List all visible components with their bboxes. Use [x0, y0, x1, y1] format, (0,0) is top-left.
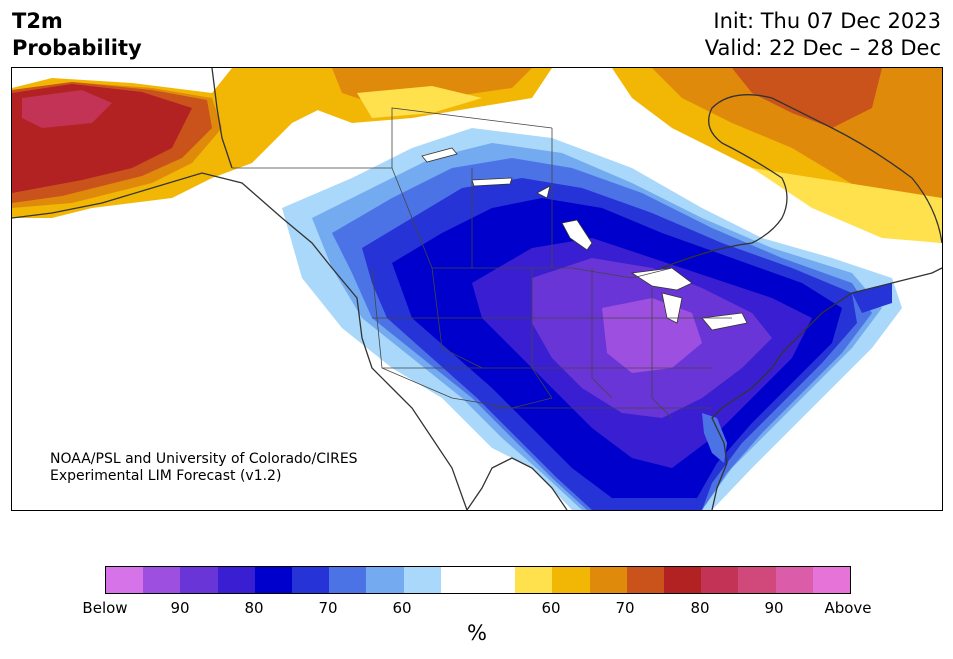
colorbar-unit: % [467, 621, 487, 645]
colorbar [105, 566, 851, 594]
credit-text: NOAA/PSL and University of Colorado/CIRE… [50, 451, 358, 485]
colorbar-swatch [217, 567, 255, 593]
colorbar-swatch [106, 567, 144, 593]
colorbar-swatch [143, 567, 181, 593]
colorbar-swatch [254, 567, 293, 593]
above-normal-region [12, 68, 942, 243]
colorbar-swatch [440, 567, 479, 593]
lakes [421, 147, 748, 331]
probability-map: NOAA/PSL and University of Colorado/CIRE… [11, 67, 943, 511]
colorbar-swatch [664, 567, 702, 593]
map-svg [12, 68, 942, 510]
colorbar-swatch [738, 567, 776, 593]
colorbar-tick-label: 90 [764, 599, 784, 617]
title-line-1: T2m [12, 9, 63, 33]
colorbar-swatch [403, 567, 441, 593]
colorbar-swatch [515, 567, 553, 593]
colorbar-tick-label: 80 [244, 599, 264, 617]
colorbar-tick-label: 80 [690, 599, 710, 617]
colorbar-swatch [589, 567, 627, 593]
colorbar-swatch [180, 567, 218, 593]
colorbar-tick-label: Below [82, 599, 128, 617]
borders [232, 107, 732, 419]
colorbar-swatch [626, 567, 665, 593]
colorbar-swatch [701, 567, 739, 593]
colorbar-tick-label: Above [824, 599, 872, 617]
colorbar-tick-label: 70 [615, 599, 635, 617]
colorbar-swatch [775, 567, 813, 593]
valid-range: Valid: 22 Dec – 28 Dec [704, 36, 941, 60]
colorbar-tick-label: 60 [541, 599, 561, 617]
colorbar-swatch [552, 567, 590, 593]
title-line-2: Probability [12, 36, 142, 60]
init-date: Init: Thu 07 Dec 2023 [713, 9, 941, 33]
credit-line-1: NOAA/PSL and University of Colorado/CIRE… [50, 451, 358, 467]
colorbar-tick-label: 90 [170, 599, 190, 617]
colorbar-tick-label: 60 [392, 599, 412, 617]
colorbar-swatch [292, 567, 330, 593]
date-block: Init: Thu 07 Dec 2023 Valid: 22 Dec – 28… [705, 8, 941, 62]
colorbar-swatch [478, 567, 516, 593]
colorbar-swatch [366, 567, 404, 593]
colorbar-swatch [329, 567, 367, 593]
title-block: T2m Probability [12, 8, 142, 62]
credit-line-2: Experimental LIM Forecast (v1.2) [50, 468, 282, 484]
coastlines [12, 68, 942, 510]
colorbar-tick-label: 70 [318, 599, 338, 617]
colorbar-swatch [812, 567, 851, 593]
below-normal-region [282, 128, 902, 510]
